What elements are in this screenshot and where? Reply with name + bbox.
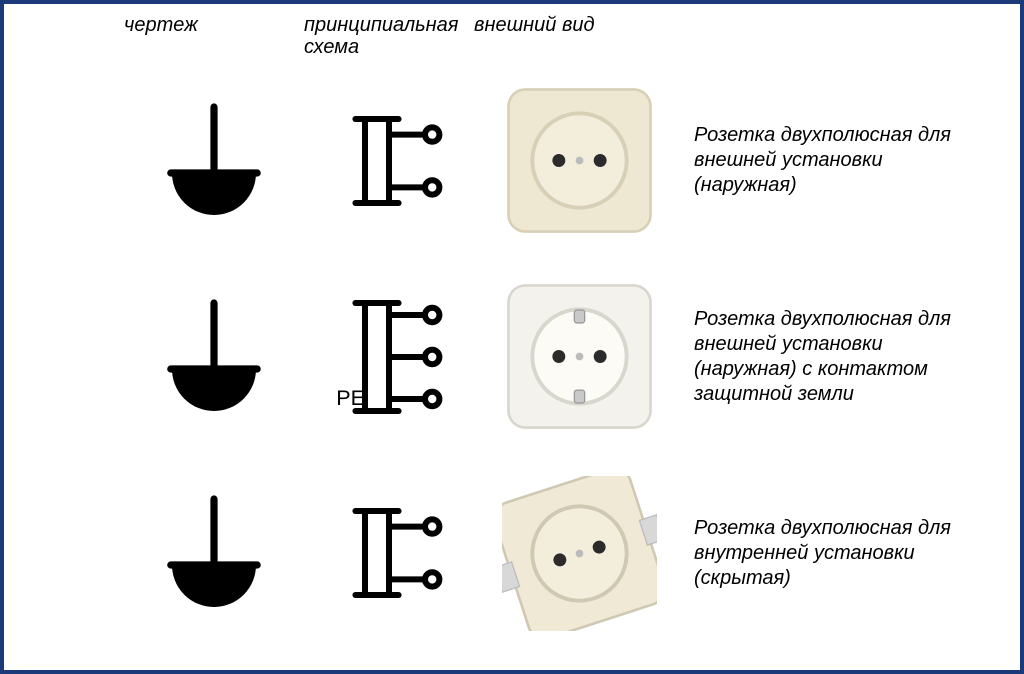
header-drawing: чертеж <box>124 14 304 36</box>
schematic-symbol: PE <box>304 277 474 437</box>
drawing-symbol <box>124 91 304 231</box>
header-appearance: внешний вид <box>474 14 684 36</box>
schematic-symbol <box>304 488 474 618</box>
table-row: Розетка двухполюсная для внутренней уста… <box>34 476 990 631</box>
table-row: Розетка двухполюсная для внешней установ… <box>34 83 990 238</box>
header-schematic: принципиальная схема <box>304 14 474 58</box>
rows-container: Розетка двухполюсная для внешней установ… <box>34 64 990 650</box>
table-row: PE Розетка двухполюсная для внешней уста… <box>34 277 990 437</box>
socket-appearance <box>474 83 684 238</box>
row-description: Розетка двухполюсная для внешней установ… <box>684 307 990 407</box>
svg-text:PE: PE <box>336 385 365 410</box>
row-description: Розетка двухполюсная для внутренней уста… <box>684 516 990 591</box>
row-description: Розетка двухполюсная для внешней установ… <box>684 123 990 198</box>
socket-appearance <box>474 279 684 434</box>
socket-appearance <box>474 476 684 631</box>
drawing-symbol <box>124 287 304 427</box>
diagram-frame: чертеж принципиальная схема внешний вид … <box>0 0 1024 674</box>
column-headers: чертеж принципиальная схема внешний вид <box>34 14 990 58</box>
schematic-symbol <box>304 96 474 226</box>
drawing-symbol <box>124 483 304 623</box>
